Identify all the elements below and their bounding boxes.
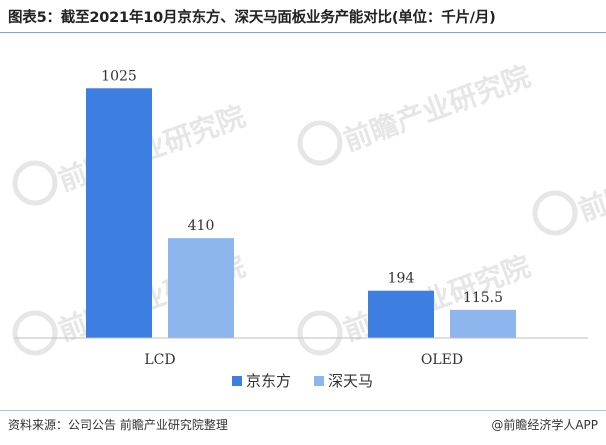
brand-credit: @前瞻经济学人APP <box>491 418 598 432</box>
x-axis-ticks: LCD OLED <box>144 352 463 368</box>
legend: 京东方 深天马 <box>232 372 373 390</box>
data-label: 410 <box>188 218 215 234</box>
x-tick-label: OLED <box>421 352 463 368</box>
data-label: 1025 <box>101 68 137 84</box>
data-label: 194 <box>388 271 415 287</box>
bar-chart: 前瞻产业研究院前瞻产业研究院前瞻产业研究院前瞻产业研究院前瞻产业研究院 1025… <box>12 60 606 390</box>
chart-area: 前瞻产业研究院前瞻产业研究院前瞻产业研究院前瞻产业研究院前瞻产业研究院 1025… <box>0 33 606 408</box>
title-divider <box>0 32 606 33</box>
legend-swatch <box>314 376 324 386</box>
watermark-logo <box>532 190 578 236</box>
watermark-text: 前瞻产业研究院 <box>574 130 606 228</box>
chart-title: 图表5：截至2021年10月京东方、深天马面板业务产能对比(单位：千片/月) <box>8 10 496 26</box>
watermark-logo <box>297 120 343 166</box>
watermark-logo <box>297 310 343 356</box>
watermark-logo <box>12 310 58 356</box>
legend-label: 京东方 <box>246 372 291 390</box>
bar-oled-series-2 <box>450 309 516 338</box>
footer-divider <box>0 410 606 411</box>
bar-lcd-series-1 <box>86 88 152 338</box>
legend-swatch <box>232 376 242 386</box>
watermark-text: 前瞻产业研究院 <box>339 60 534 158</box>
x-tick-label: LCD <box>144 352 175 368</box>
bar-oled-series-1 <box>368 290 434 338</box>
bar-lcd-series-2 <box>168 238 234 338</box>
bars: 1025 410 194 115.5 <box>86 68 516 338</box>
legend-label: 深天马 <box>328 372 373 390</box>
source-note: 资料来源：公司公告 前瞻产业研究院整理 <box>8 418 228 432</box>
data-label: 115.5 <box>463 290 503 306</box>
watermark-logo <box>12 160 58 206</box>
